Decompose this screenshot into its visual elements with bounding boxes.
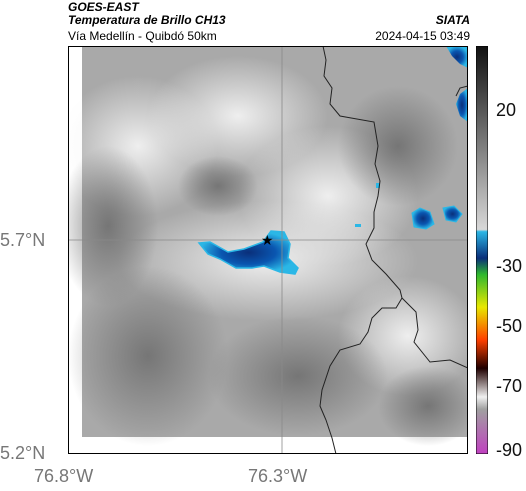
colorbar-label-minus70: -70 [496, 376, 523, 396]
cold-cloud-areas [197, 46, 468, 275]
lat-label-5-2: 5.2°N [0, 443, 46, 463]
brightness-temperature-map: ★ [68, 46, 468, 454]
temperature-colorbar [476, 46, 488, 454]
colorbar-label-minus90: -90 [496, 440, 523, 460]
colorbar-label-20: 20 [496, 100, 517, 120]
boundary-line [319, 46, 403, 454]
datetime-label: 2024-04-15 03:49 [375, 29, 470, 43]
route-subtitle: Vía Medellín - Quibdó 50km [68, 29, 217, 43]
lat-label-5-7: 5.7°N [0, 230, 46, 250]
map-frame [68, 46, 468, 454]
boundary-line [401, 297, 468, 369]
colorbar-label-minus50: -50 [496, 316, 523, 336]
lon-label-76-8: 76.8°W [34, 466, 94, 486]
boundary-line [455, 85, 468, 97]
lon-label-76-3: 76.3°W [248, 466, 308, 486]
colorbar-label-minus30: -30 [496, 256, 523, 276]
satellite-title: GOES-EAST [68, 0, 139, 14]
product-title: Temperatura de Brillo CH13 [68, 13, 226, 27]
location-star-marker: ★ [261, 233, 274, 249]
agency-label: SIATA [435, 13, 470, 27]
